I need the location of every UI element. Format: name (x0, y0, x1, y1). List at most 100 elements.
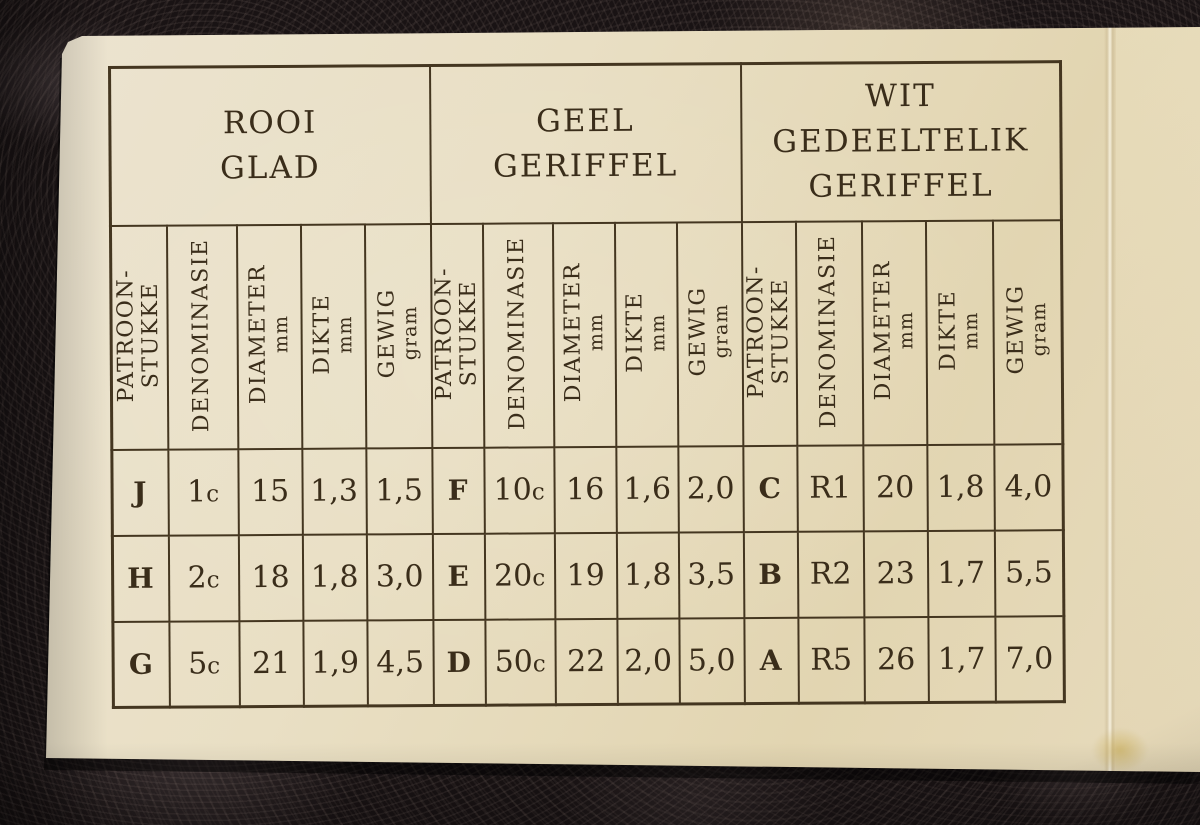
denomination-unit: c (532, 565, 546, 592)
thickness-value: 1,3 (301, 447, 367, 535)
column-header-diameter: DIAMETER mm (559, 262, 608, 403)
denomination-number: R5 (810, 642, 853, 678)
denomination-number: 10 (493, 472, 532, 508)
denomination-number: 2 (187, 560, 207, 596)
weight-value: 5,5 (994, 529, 1064, 617)
column-header-denominasie: DENOMINASIE (504, 236, 531, 430)
thickness-value: 1,8 (616, 532, 679, 619)
column-header-patroonstukke: PATROON- STUKKE (743, 264, 794, 399)
tape-stain (1092, 728, 1148, 772)
denomination-value: R5 (797, 616, 865, 704)
denomination-number: 5 (188, 646, 208, 682)
header-line: DENOMINASIE (815, 234, 842, 429)
header-unit: mm (960, 311, 983, 350)
thickness-value: 1,7 (927, 530, 995, 617)
header-line: DENOMINASIE (188, 238, 215, 432)
header-line: DIKTE (621, 291, 648, 373)
column-header-dikte: DIKTE mm (936, 290, 983, 371)
pattern-piece-code: F (431, 447, 485, 534)
section-title-row: ROOI GLAD GEEL GERIFFEL WIT GEDEELTELIK … (109, 61, 1062, 226)
table-row: G 5c 21 1,9 4,5 D 50c 22 2,0 5,0 A R5 26… (112, 615, 1065, 708)
folded-flap (1116, 27, 1200, 772)
denomination-unit: c (532, 651, 546, 678)
thickness-value: 1,6 (615, 446, 679, 533)
pattern-piece-code: A (743, 617, 799, 704)
header-line: PATROON- (743, 264, 769, 399)
pattern-piece-code: G (112, 621, 170, 708)
header-unit: gram (710, 304, 733, 360)
denomination-value: R1 (796, 444, 864, 532)
section-title-geel-geriffel: GEEL GERIFFEL (429, 63, 742, 224)
header-unit: mm (269, 315, 292, 354)
header-line: DIAMETER (559, 262, 586, 403)
column-header-denominasie: DENOMINASIE (815, 234, 842, 429)
pattern-piece-code: J (111, 449, 169, 536)
column-header-dikte: DIKTE mm (308, 293, 356, 375)
header-unit: mm (646, 313, 669, 352)
column-header-patroonstukke: PATROON- STUKKE (431, 266, 482, 401)
denomination-number: R1 (809, 470, 852, 506)
denomination-value: 2c (168, 534, 239, 622)
denomination-number: 50 (494, 644, 533, 680)
weight-value: 7,0 (994, 615, 1065, 703)
denomination-number: 1 (186, 474, 207, 510)
denomination-number: 20 (494, 558, 533, 594)
header-line: DENOMINASIE (504, 236, 531, 430)
header-line: STUKKE (138, 282, 164, 389)
column-header-patroonstukke: PATROON- STUKKE (113, 268, 164, 403)
denomination-number: R2 (809, 556, 852, 592)
table-row: H 2c 18 1,8 3,0 E 20c 19 1,8 3,5 B R2 23… (112, 529, 1064, 622)
pattern-piece-code: B (743, 531, 798, 618)
header-unit: mm (333, 314, 356, 354)
header-line: DIAMETER (869, 260, 896, 401)
thickness-value: 1,8 (302, 533, 367, 621)
column-header-diameter: DIAMETER mm (869, 260, 918, 401)
weight-value: 4,5 (366, 619, 434, 706)
column-header-gewig: GEWIG gram (685, 287, 733, 377)
column-header-gewig: GEWIG gram (1003, 284, 1051, 376)
header-unit: gram (398, 306, 422, 362)
denomination-unit: c (531, 479, 545, 506)
thickness-value: 1,8 (926, 444, 995, 531)
diameter-value: 16 (553, 446, 617, 533)
weight-value: 5,0 (678, 617, 745, 705)
pattern-piece-code: D (432, 619, 486, 706)
denomination-value: R2 (797, 530, 864, 618)
pattern-piece-code: H (112, 535, 169, 622)
weight-value: 3,0 (366, 533, 433, 620)
header-line: GEWIG (373, 288, 400, 379)
weight-value: 4,0 (993, 443, 1064, 531)
table-row: J 1c 15 1,3 1,5 F 10c 16 1,6 2,0 C R1 20… (111, 443, 1064, 536)
diameter-value: 26 (863, 616, 929, 703)
section-title-wit-gedeeltelik-geriffel: WIT GEDEELTELIK GERIFFEL (740, 61, 1062, 222)
thickness-value: 1,7 (927, 616, 996, 703)
diameter-value: 20 (862, 444, 928, 531)
diameter-value: 22 (554, 618, 618, 705)
column-header-dikte: DIKTE mm (621, 291, 669, 373)
weight-value: 1,5 (365, 447, 433, 534)
denomination-unit: c (206, 481, 220, 508)
header-line: PATROON- (431, 266, 457, 401)
header-line: DIKTE (308, 293, 335, 375)
header-line: DIAMETER (244, 264, 271, 405)
column-header-gewig: GEWIG gram (373, 288, 422, 379)
header-unit: gram (1027, 302, 1051, 358)
weight-value: 2,0 (677, 445, 744, 533)
coin-spec-table: ROOI GLAD GEEL GERIFFEL WIT GEDEELTELIK … (108, 60, 1066, 709)
header-unit: mm (894, 311, 917, 350)
denomination-value: 20c (484, 532, 555, 620)
header-line: STUKKE (455, 280, 482, 387)
diameter-value: 23 (863, 530, 928, 617)
diameter-value: 15 (237, 448, 303, 535)
denomination-value: 1c (167, 448, 239, 536)
denomination-value: 5c (168, 620, 240, 708)
header-line: PATROON- (113, 268, 140, 403)
section-title-rooi-glad: ROOI GLAD (109, 65, 431, 226)
fold-crease (1104, 27, 1116, 772)
header-line: STUKKE (767, 278, 794, 385)
denomination-unit: c (207, 653, 221, 680)
thickness-value: 2,0 (616, 618, 680, 705)
column-header-denominasie: DENOMINASIE (188, 238, 215, 432)
header-line: GEWIG (1003, 284, 1029, 376)
